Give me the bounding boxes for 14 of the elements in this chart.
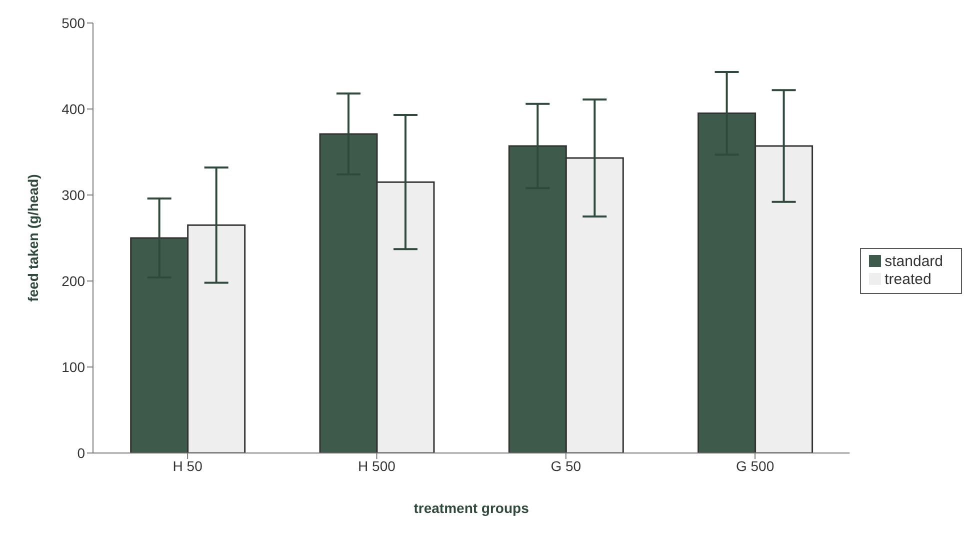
legend-label: standard [884,252,943,270]
x-axis-title: treatment groups [414,500,530,516]
y-tick-label: 500 [62,14,86,31]
y-tick-label: 0 [77,444,86,461]
y-tick-label: 100 [62,358,86,375]
x-tick-label: H 500 [358,458,396,474]
x-tick-label: H 50 [172,458,203,474]
x-tick-label: G 500 [736,458,774,474]
y-tick-label: 400 [62,100,86,117]
y-tick-label: 200 [62,272,86,289]
y-axis-title: feed taken (g/head) [24,174,41,302]
legend-label: treated [884,270,932,288]
x-tick-label: G 50 [550,458,582,474]
y-tick-label: 300 [62,186,86,203]
